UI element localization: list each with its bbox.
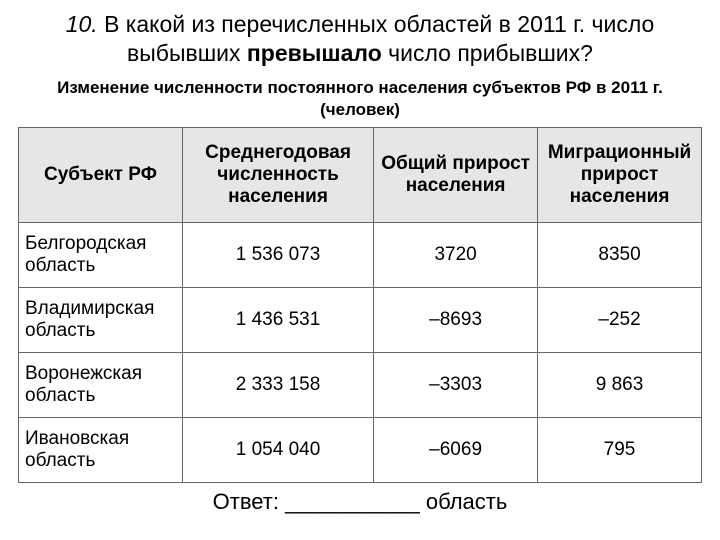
- table-row: Белгородская область 1 536 073 3720 8350: [19, 223, 702, 288]
- slide-root: 10. В какой из перечисленных областей в …: [0, 0, 720, 540]
- answer-blank: ___________: [285, 489, 420, 514]
- col-subject: Субъект РФ: [19, 128, 183, 223]
- table-title: Изменение численности постоянного населе…: [18, 77, 702, 121]
- cell-region: Ивановская область: [19, 418, 183, 483]
- cell-avg: 2 333 158: [182, 353, 373, 418]
- cell-total: –3303: [374, 353, 538, 418]
- table-row: Воронежская область 2 333 158 –3303 9 86…: [19, 353, 702, 418]
- answer-line: Ответ: ___________ область: [18, 489, 702, 515]
- question-bold: превышало: [247, 40, 382, 66]
- table-row: Владимирская область 1 436 531 –8693 –25…: [19, 288, 702, 353]
- col-total: Общий прирост населения: [374, 128, 538, 223]
- cell-avg: 1 054 040: [182, 418, 373, 483]
- cell-total: 3720: [374, 223, 538, 288]
- table-header-row: Субъект РФ Среднегодовая численность нас…: [19, 128, 702, 223]
- cell-migr: 9 863: [538, 353, 702, 418]
- cell-avg: 1 436 531: [182, 288, 373, 353]
- cell-region: Воронежская область: [19, 353, 183, 418]
- data-table: Субъект РФ Среднегодовая численность нас…: [18, 127, 702, 483]
- table-row: Ивановская область 1 054 040 –6069 795: [19, 418, 702, 483]
- cell-total: –6069: [374, 418, 538, 483]
- answer-label: Ответ:: [213, 489, 279, 514]
- cell-total: –8693: [374, 288, 538, 353]
- cell-region: Белгородская область: [19, 223, 183, 288]
- cell-migr: 8350: [538, 223, 702, 288]
- question-post: число прибывших?: [382, 40, 593, 66]
- cell-migr: 795: [538, 418, 702, 483]
- col-avg-pop: Среднегодовая численность населения: [182, 128, 373, 223]
- col-migr: Миграционный прирост населения: [538, 128, 702, 223]
- question-text: 10. В какой из перечисленных областей в …: [18, 10, 702, 69]
- cell-avg: 1 536 073: [182, 223, 373, 288]
- answer-suffix: область: [426, 489, 507, 514]
- cell-region: Владимирская область: [19, 288, 183, 353]
- question-number: 10.: [66, 11, 98, 37]
- cell-migr: –252: [538, 288, 702, 353]
